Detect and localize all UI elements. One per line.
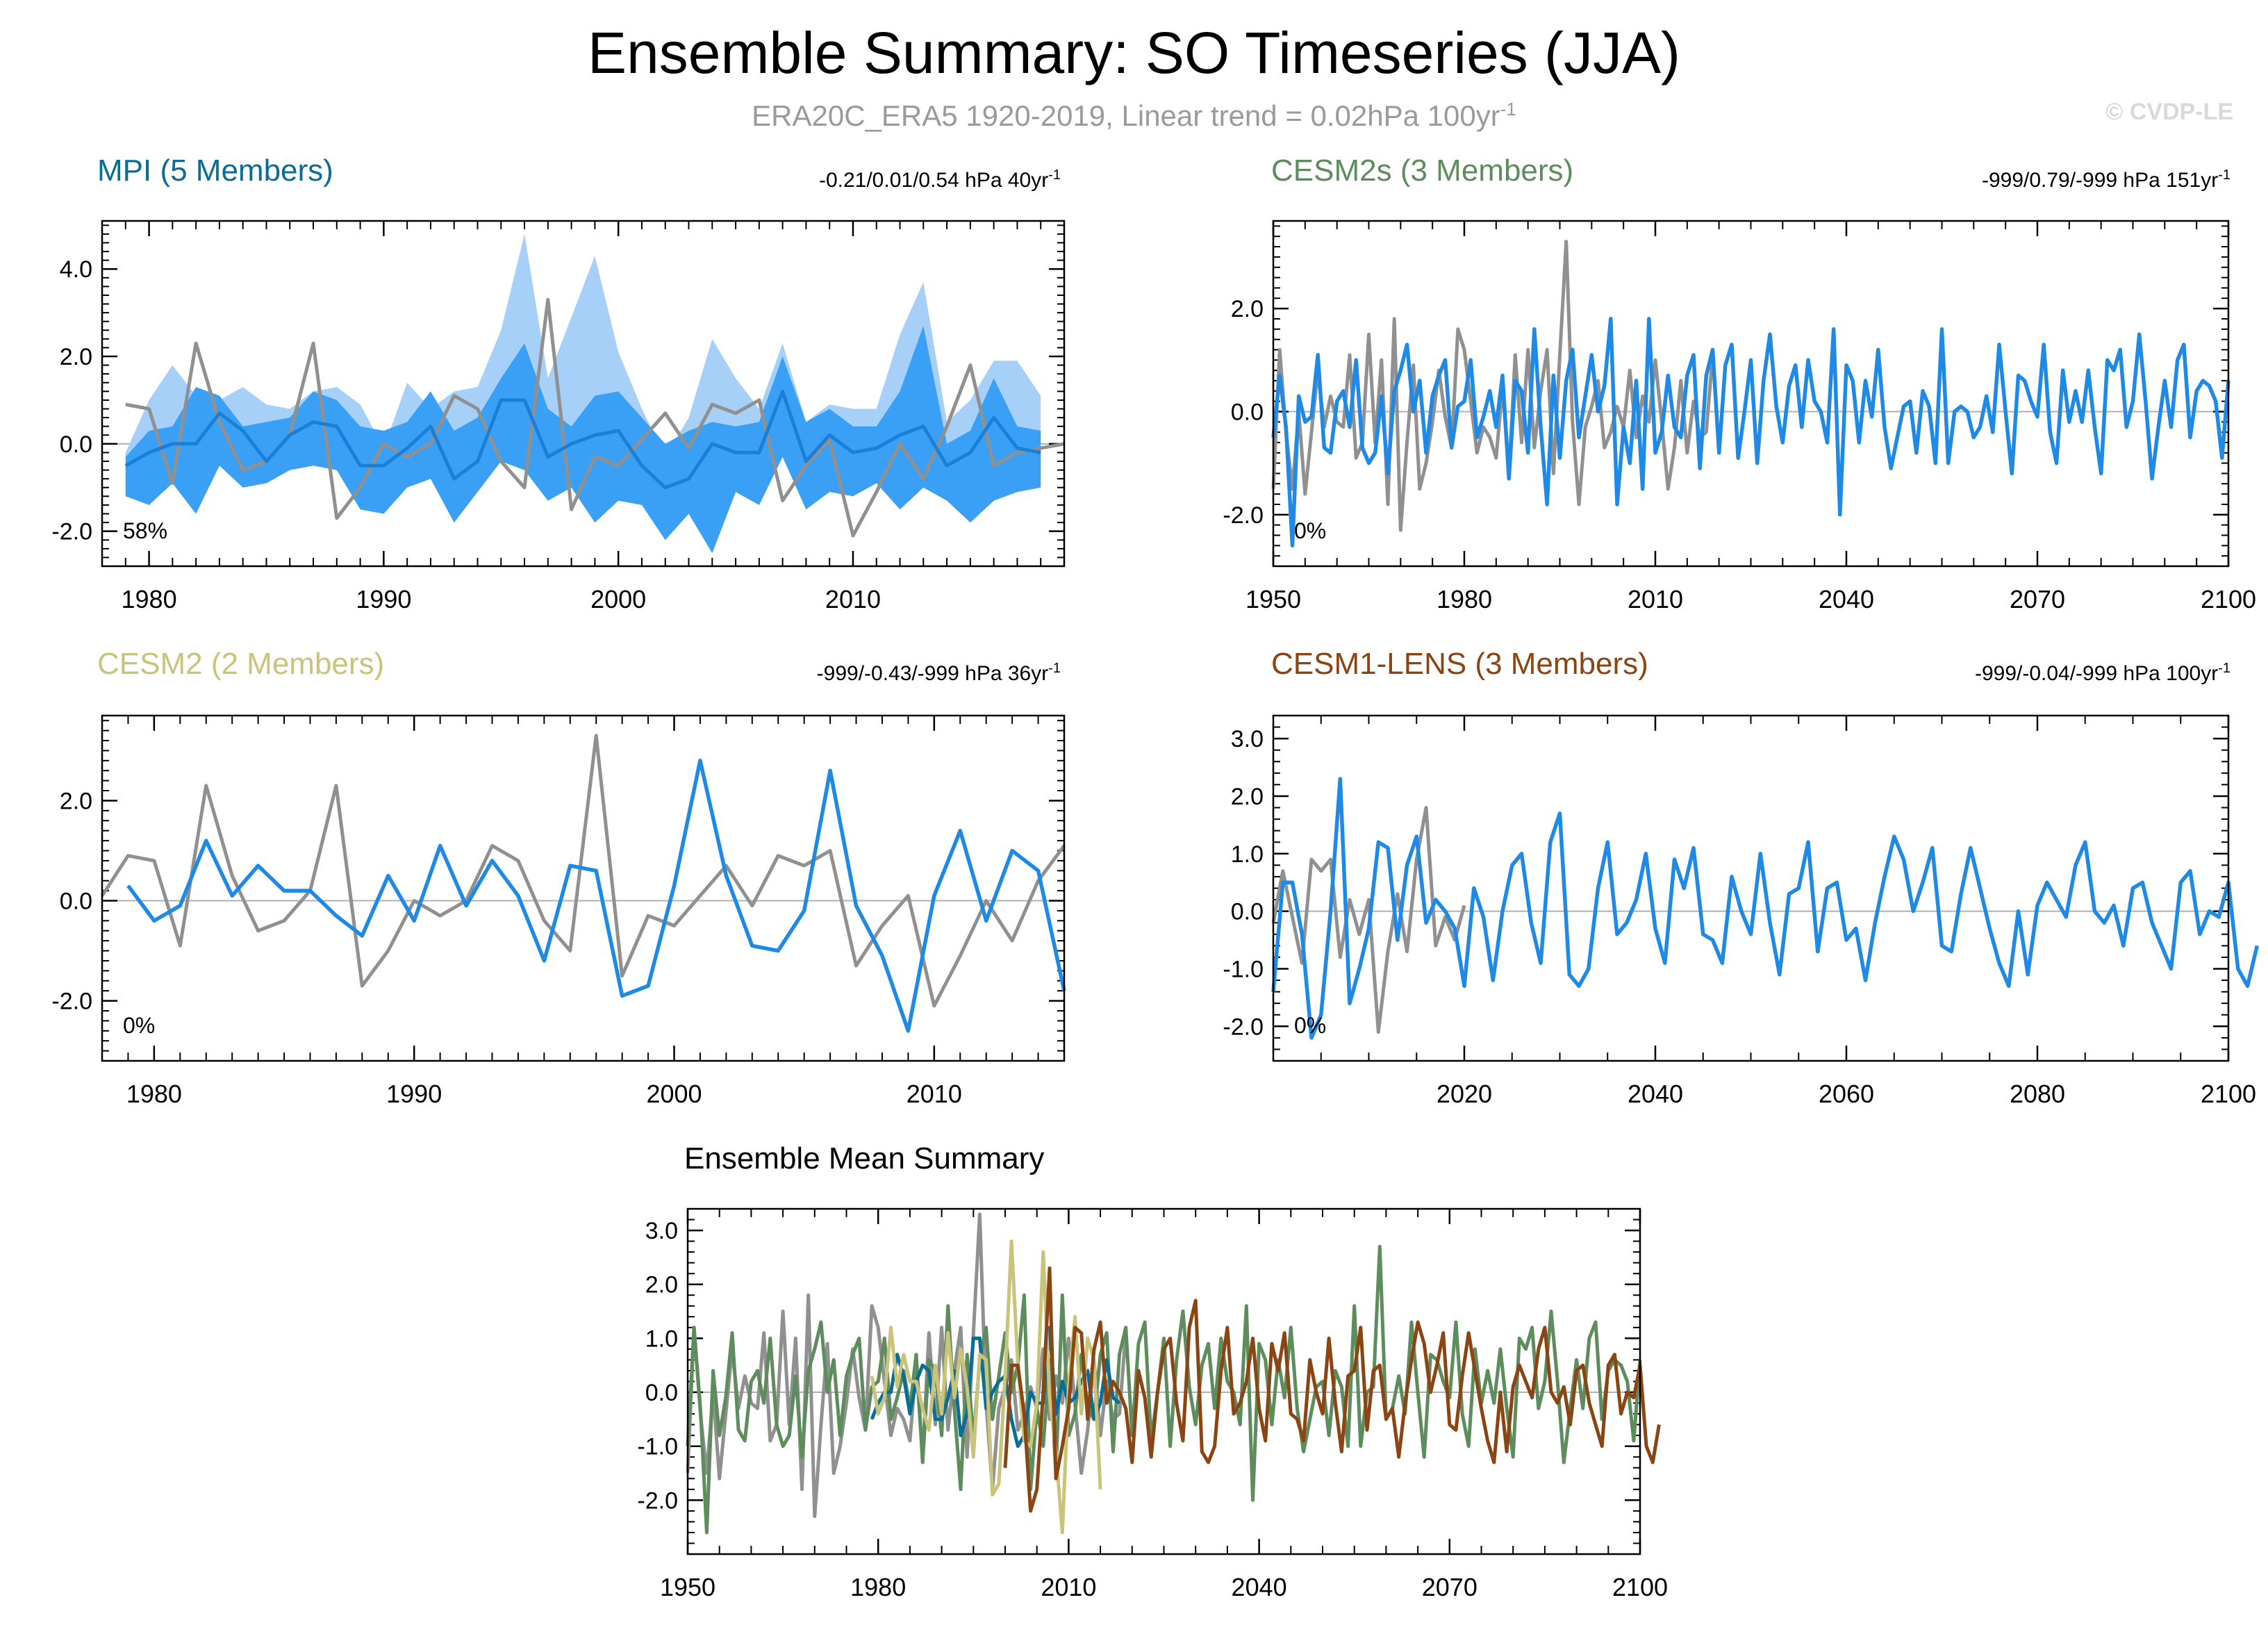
plot-frame-mpi: [101, 220, 1066, 568]
x-tick-label: 1950: [660, 1573, 715, 1601]
x-tick-label: 2000: [646, 1080, 702, 1108]
x-tick-label: 2000: [590, 585, 646, 613]
axes-cesm1: 2020 2040 2060 2080 2100 -2.0 -1.0 0.0 1.0 2.0 3.0: [1223, 716, 2256, 1108]
x-tick-label: 2100: [1612, 1573, 1668, 1601]
y-tick-label: 0.0: [645, 1380, 678, 1406]
y-tick-label: 1.0: [645, 1326, 678, 1352]
series-observed: [100, 734, 1066, 1008]
panel-title-summary: Ensemble Mean Summary: [684, 1141, 1045, 1175]
y-tick-label: -2.0: [51, 519, 92, 545]
y-tick-label: -2.0: [51, 989, 92, 1015]
panel-title-cesm2s: CESM2s (3 Members): [1271, 154, 1574, 188]
stat-superscript: -1: [2218, 167, 2230, 183]
x-tick-label: 1980: [126, 1080, 182, 1108]
x-tick-label: 2020: [1437, 1080, 1492, 1108]
main-title: Ensemble Summary: SO Timeseries (JJA): [587, 20, 1681, 85]
panel-title-cesm1: CESM1-LENS (3 Members): [1271, 647, 1648, 681]
x-tick-label: 2040: [1819, 585, 1874, 613]
series-observed: [1271, 806, 1466, 1034]
y-tick-label: 4.0: [60, 256, 92, 283]
x-tick-label: 1950: [1245, 585, 1301, 613]
y-tick-label: 1.0: [1231, 841, 1264, 868]
x-tick-label: 2040: [1232, 1573, 1287, 1601]
plot-frame-summary: [686, 1207, 1641, 1555]
x-tick-label: 2060: [1819, 1080, 1874, 1108]
x-tick-label: 1980: [1437, 585, 1492, 613]
subtitle-text: ERA20C_ERA5 1920-2019, Linear trend = 0.…: [752, 99, 1500, 132]
copyright-label: © CVDP-LE: [2105, 99, 2233, 125]
series-ensemble-member: [1271, 777, 2259, 1040]
panel-title-mpi: MPI (5 Members): [97, 154, 333, 188]
axes-summary: 1950 1980 2010 2040 2070 2100 -2.0 -1.0 0.0 1.0 2.…: [637, 1209, 1668, 1601]
plot-frame-cesm2s: [1272, 220, 2230, 568]
x-tick-label: 1980: [850, 1573, 906, 1601]
y-tick-label: 2.0: [1231, 784, 1264, 810]
x-tick-label: 2040: [1628, 1080, 1683, 1108]
y-tick-label: -1.0: [637, 1434, 678, 1460]
stat-superscript: -1: [1048, 167, 1061, 183]
stat-text: -999/0.79/-999 hPa 151yr: [1981, 169, 2219, 192]
plot-frame-cesm2: [101, 714, 1066, 1062]
x-tick-label: 2010: [825, 585, 881, 613]
percent-label-cesm2s: 0%: [1294, 518, 1326, 543]
subtitle-superscript: -1: [1500, 99, 1516, 119]
y-tick-label: -2.0: [1223, 1014, 1264, 1040]
main-subtitle: ERA20C_ERA5 1920-2019, Linear trend = 0.…: [0, 92, 2268, 133]
y-tick-label: 0.0: [1231, 899, 1264, 925]
y-tick-label: 2.0: [645, 1272, 678, 1298]
y-tick-label: 2.0: [60, 788, 92, 814]
summary-series-cesm1-lens: [1003, 1266, 1661, 1513]
series-ensemble-mean: [124, 389, 1041, 490]
panel-stat-cesm2s: -999/0.79/-999 hPa 151yr-1: [1982, 162, 2230, 194]
x-tick-label: 2010: [1041, 1573, 1096, 1601]
x-tick-label: 2100: [2201, 585, 2256, 613]
y-tick-label: -1.0: [1223, 956, 1264, 982]
percent-label-cesm1: 0%: [1294, 1013, 1326, 1038]
plot-frame-cesm1: [1272, 714, 2230, 1062]
series-ensemble-member: [126, 759, 1066, 1033]
stat-superscript: -1: [1048, 661, 1061, 676]
x-tick-label: 2080: [2010, 1080, 2065, 1108]
x-tick-label: 1990: [386, 1080, 442, 1108]
y-tick-label: 3.0: [645, 1218, 678, 1244]
percent-label-mpi: 58%: [123, 518, 167, 543]
panel-title-cesm2: CESM2 (2 Members): [97, 647, 385, 681]
y-tick-label: 3.0: [1231, 726, 1264, 752]
y-tick-label: -2.0: [637, 1487, 678, 1514]
x-tick-label: 1980: [122, 585, 177, 613]
panel-stat-cesm1: -999/-0.04/-999 hPa 100yr-1: [1975, 655, 2230, 687]
x-tick-label: 2070: [1422, 1573, 1477, 1601]
axes-cesm2s: 1950 1980 2010 2040 2070 2100 -2.0 0.0 2.0: [1223, 221, 2256, 613]
x-tick-label: 2010: [1628, 585, 1683, 613]
x-tick-label: 2010: [907, 1080, 962, 1108]
y-tick-label: 0.0: [60, 889, 92, 915]
stat-text: -999/-0.04/-999 hPa 100yr: [1974, 662, 2219, 685]
y-tick-label: 0.0: [1231, 399, 1264, 425]
x-tick-label: 1990: [356, 585, 411, 613]
percent-label-cesm2: 0%: [123, 1013, 155, 1038]
y-tick-label: -2.0: [1223, 502, 1264, 529]
y-tick-label: 2.0: [60, 344, 92, 370]
summary-series-cesm2: [870, 1239, 1102, 1535]
stat-text: -999/-0.43/-999 hPa 36yr: [816, 662, 1049, 685]
series-ensemble-member: [1271, 317, 2230, 548]
y-tick-label: 2.0: [1231, 296, 1264, 322]
panel-stat-mpi: -0.21/0.01/0.54 hPa 40yr-1: [819, 162, 1061, 194]
stat-text: -0.21/0.01/0.54 hPa 40yr: [818, 169, 1049, 192]
x-tick-label: 2070: [2010, 585, 2065, 613]
x-tick-label: 2100: [2201, 1080, 2256, 1108]
stat-superscript: -1: [2218, 661, 2230, 676]
panel-stat-cesm2: -999/-0.43/-999 hPa 36yr-1: [817, 655, 1061, 687]
y-tick-label: 0.0: [60, 431, 92, 458]
